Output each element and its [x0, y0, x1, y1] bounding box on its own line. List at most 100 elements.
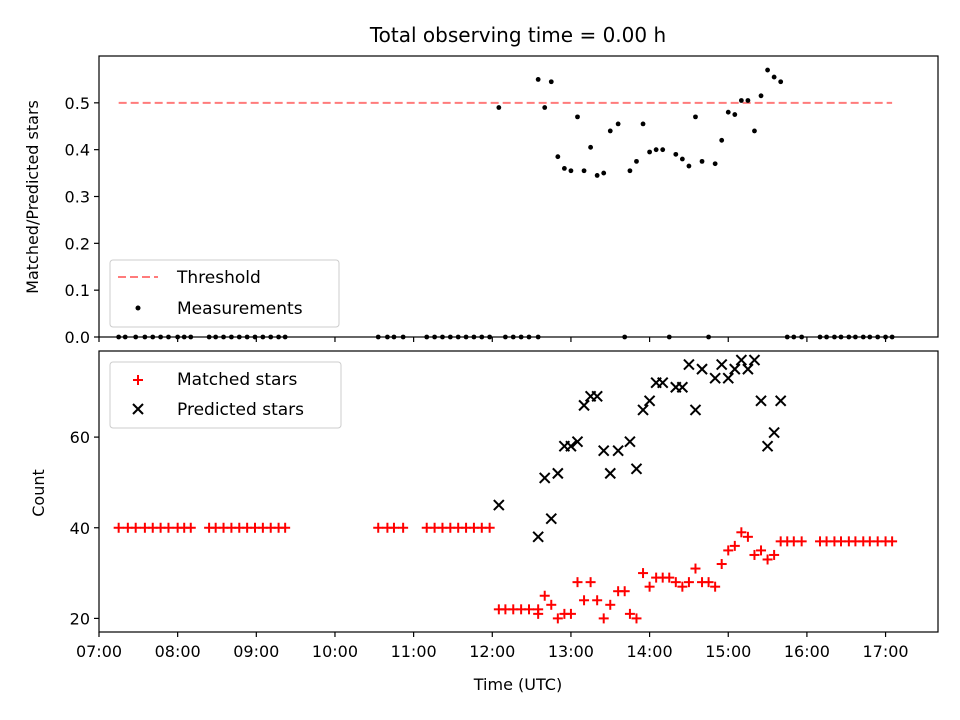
- count-y-tick-label: 60: [70, 428, 90, 447]
- count-y-ticks: 20 40 60: [70, 428, 99, 628]
- matched-star-point: [624, 608, 635, 619]
- matched-star-point: [769, 549, 780, 560]
- measurement-point: [568, 168, 574, 174]
- ratio-plot-frame: [98, 55, 939, 338]
- matched-star-point: [664, 572, 675, 583]
- matched-star-point: [163, 522, 174, 533]
- count-plot-frame: [98, 350, 939, 633]
- measurement-point: [771, 74, 777, 80]
- measurement-point: [594, 173, 600, 178]
- count-legend-box: [109, 361, 342, 429]
- predicted-star-point: [715, 358, 728, 371]
- matched-star-point: [546, 599, 557, 610]
- ratio-y-ticks: 0.0 0.1 0.2 0.3 0.4 0.5: [65, 94, 99, 347]
- threshold-legend-label: Threshold: [176, 268, 261, 288]
- predicted-star-point: [735, 354, 748, 366]
- matched-star-point: [723, 545, 734, 556]
- predicted-star-point: [696, 363, 708, 375]
- matched-star-point: [683, 577, 694, 588]
- x-tick-label: 08:00: [155, 642, 201, 661]
- measurement-point: [660, 147, 666, 153]
- measurement-point: [615, 121, 621, 127]
- ratio-x-ticks: [98, 337, 887, 342]
- matched-star-point: [585, 577, 596, 588]
- matched-star-point: [703, 577, 714, 588]
- predicted-star-point: [689, 404, 702, 416]
- predicted-star-point: [571, 435, 584, 448]
- measurement-point: [496, 105, 502, 110]
- predicted-star-point: [578, 399, 590, 412]
- matched-star-point: [113, 522, 124, 533]
- predicted-star-point: [761, 440, 774, 452]
- matched-star-point: [710, 581, 721, 592]
- predicted-star-point: [539, 472, 551, 484]
- predicted-star-point: [493, 499, 505, 511]
- matched-star-point: [572, 577, 583, 588]
- matched-star-point: [631, 613, 642, 624]
- count-x-ticks: 07:00 08:00 09:00 10:00 11:00 12:00 13:00 14:00…: [76, 632, 909, 661]
- measurement-point: [542, 105, 548, 110]
- measurements-legend-swatch: [135, 305, 141, 311]
- predicted-star-point: [612, 445, 624, 457]
- ratio-marks: [116, 67, 895, 340]
- count-legend: Matched stars Predicted stars: [109, 361, 342, 429]
- measurement-point: [693, 114, 698, 120]
- matched-star-point: [533, 608, 544, 619]
- count-y-tick-label: 20: [70, 609, 90, 628]
- x-tick-label: 15:00: [705, 642, 751, 661]
- predicted-star-point: [709, 372, 721, 384]
- matched-star-point: [619, 586, 630, 597]
- matched-star-point: [605, 599, 616, 610]
- x-tick-label: 13:00: [548, 642, 594, 661]
- predicted-star-point: [656, 377, 669, 389]
- matched-star-point: [539, 590, 550, 601]
- measurement-point: [686, 163, 692, 169]
- measurement-point: [732, 112, 738, 117]
- x-tick-label: 09:00: [233, 642, 279, 661]
- measurement-point: [575, 114, 580, 120]
- predicted-star-point: [755, 395, 767, 407]
- predicted-star-point: [591, 390, 603, 403]
- predicted-star-point: [604, 467, 616, 480]
- measurement-point: [607, 128, 613, 134]
- predicted-star-point: [643, 395, 656, 407]
- measurement-point: [778, 79, 784, 85]
- x-tick-label: 17:00: [863, 642, 909, 661]
- measurement-point: [719, 137, 725, 143]
- ratio-y-tick-label: 0.1: [65, 281, 90, 300]
- measurement-point: [535, 77, 541, 82]
- x-tick-label: 07:00: [76, 642, 122, 661]
- x-tick-label: 14:00: [627, 642, 673, 661]
- matched-star-point: [638, 568, 649, 579]
- ratio-y-tick-label: 0.2: [65, 234, 90, 253]
- ratio-legend: Threshold Measurements: [109, 259, 340, 328]
- count-marks: [113, 354, 898, 624]
- matched-star-point: [796, 536, 807, 547]
- matched-star-point: [887, 536, 898, 547]
- matched-legend-swatch: [133, 375, 143, 385]
- ratio-panel: 0.0 0.1 0.2 0.3 0.4 0.5 Matched/Predicted sta…: [23, 55, 939, 347]
- predicted-legend-label: Predicted stars: [177, 400, 304, 420]
- ratio-y-axis-label: Matched/Predicted stars: [23, 100, 42, 294]
- measurement-point: [634, 158, 639, 164]
- matched-star-point: [690, 563, 701, 574]
- count-panel: 20 40 60 07:00 08:00 09:00 10:00 11:00 12:00 13:…: [29, 350, 939, 694]
- predicted-star-point: [552, 467, 564, 480]
- measurement-point: [745, 98, 751, 103]
- predicted-star-point: [624, 435, 636, 448]
- x-tick-label: 11:00: [391, 642, 437, 661]
- measurement-point: [673, 151, 679, 157]
- predicted-star-point: [768, 426, 780, 439]
- matched-star-point: [592, 595, 603, 606]
- predicted-star-point: [545, 512, 557, 525]
- measurement-point: [679, 156, 685, 162]
- matched-star-point: [373, 522, 384, 533]
- matched-star-point: [398, 522, 409, 533]
- ratio-y-tick-label: 0.0: [65, 328, 90, 347]
- matched-star-point: [716, 559, 727, 570]
- predicted-star-point: [630, 463, 643, 475]
- count-y-axis-label: Count: [29, 469, 48, 517]
- matched-star-point: [388, 522, 399, 533]
- ratio-legend-box: [109, 259, 340, 328]
